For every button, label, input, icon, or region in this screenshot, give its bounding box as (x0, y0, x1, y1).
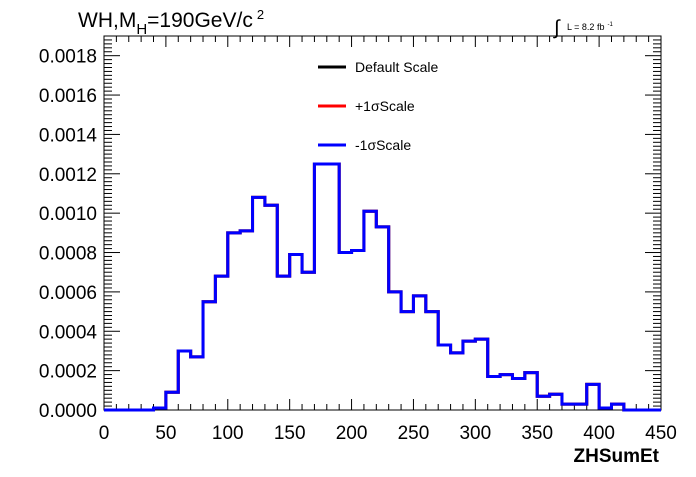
y-tick-label: 0.0012 (39, 165, 97, 186)
plot-frame (103, 35, 662, 411)
y-tick-label: 0.0006 (39, 283, 97, 304)
y-tick-label: 0.0016 (39, 86, 97, 107)
legend-label: Default Scale (355, 59, 438, 75)
x-tick-label: 450 (645, 423, 677, 444)
x-tick-label: 350 (521, 423, 553, 444)
y-tick-label: 0.0018 (39, 47, 97, 68)
legend-label: +1σScale (355, 98, 415, 114)
integral-sign: ∫ (553, 17, 561, 39)
legend: Default Scale +1σScale -1σScale (318, 59, 438, 153)
histogram-series-0 (104, 162, 661, 412)
x-tick-label: 200 (336, 423, 368, 444)
lumi-label: L = 8.2 fb -1 (567, 22, 613, 32)
x-tick-label: 250 (398, 423, 430, 444)
y-axis: 0.0000 0.0002 0.0004 0.0006 0.0008 0.0010 0.00… (39, 35, 661, 422)
y-tick-label: 0.0002 (39, 362, 97, 383)
series-group (104, 162, 661, 412)
y-tick-label: 0.0004 (39, 322, 98, 343)
x-tick-label: 0 (99, 423, 110, 444)
title-rest: =190GeV/c (147, 9, 253, 32)
y-tick-label: 0.0000 (39, 401, 97, 422)
y-tick-label: 0.0010 (39, 204, 97, 225)
x-axis: 0 50 100 150 200 250 300 350 400 450 (99, 36, 677, 444)
y-tick-label: 0.0008 (39, 244, 97, 265)
x-tick-label: 400 (583, 423, 615, 444)
x-tick-label: 100 (212, 423, 244, 444)
legend-label: -1σScale (355, 137, 411, 153)
title-subscript: H (136, 21, 147, 38)
x-axis-title: ZHSumEt (574, 446, 660, 467)
lumi-superscript: -1 (607, 22, 613, 28)
histogram-series-1 (104, 162, 661, 412)
x-tick-label: 150 (274, 423, 306, 444)
title-superscript: 2 (257, 7, 264, 22)
title-main: WH,M (78, 9, 136, 32)
chart-title: WH,MH=190GeV/c 2 (78, 7, 264, 38)
x-tick-label: 50 (155, 423, 176, 444)
y-tick-label: 0.0014 (39, 125, 98, 146)
histogram-series-2 (104, 162, 661, 412)
x-tick-label: 300 (459, 423, 491, 444)
lumi-text: L = 8.2 fb (567, 22, 604, 32)
